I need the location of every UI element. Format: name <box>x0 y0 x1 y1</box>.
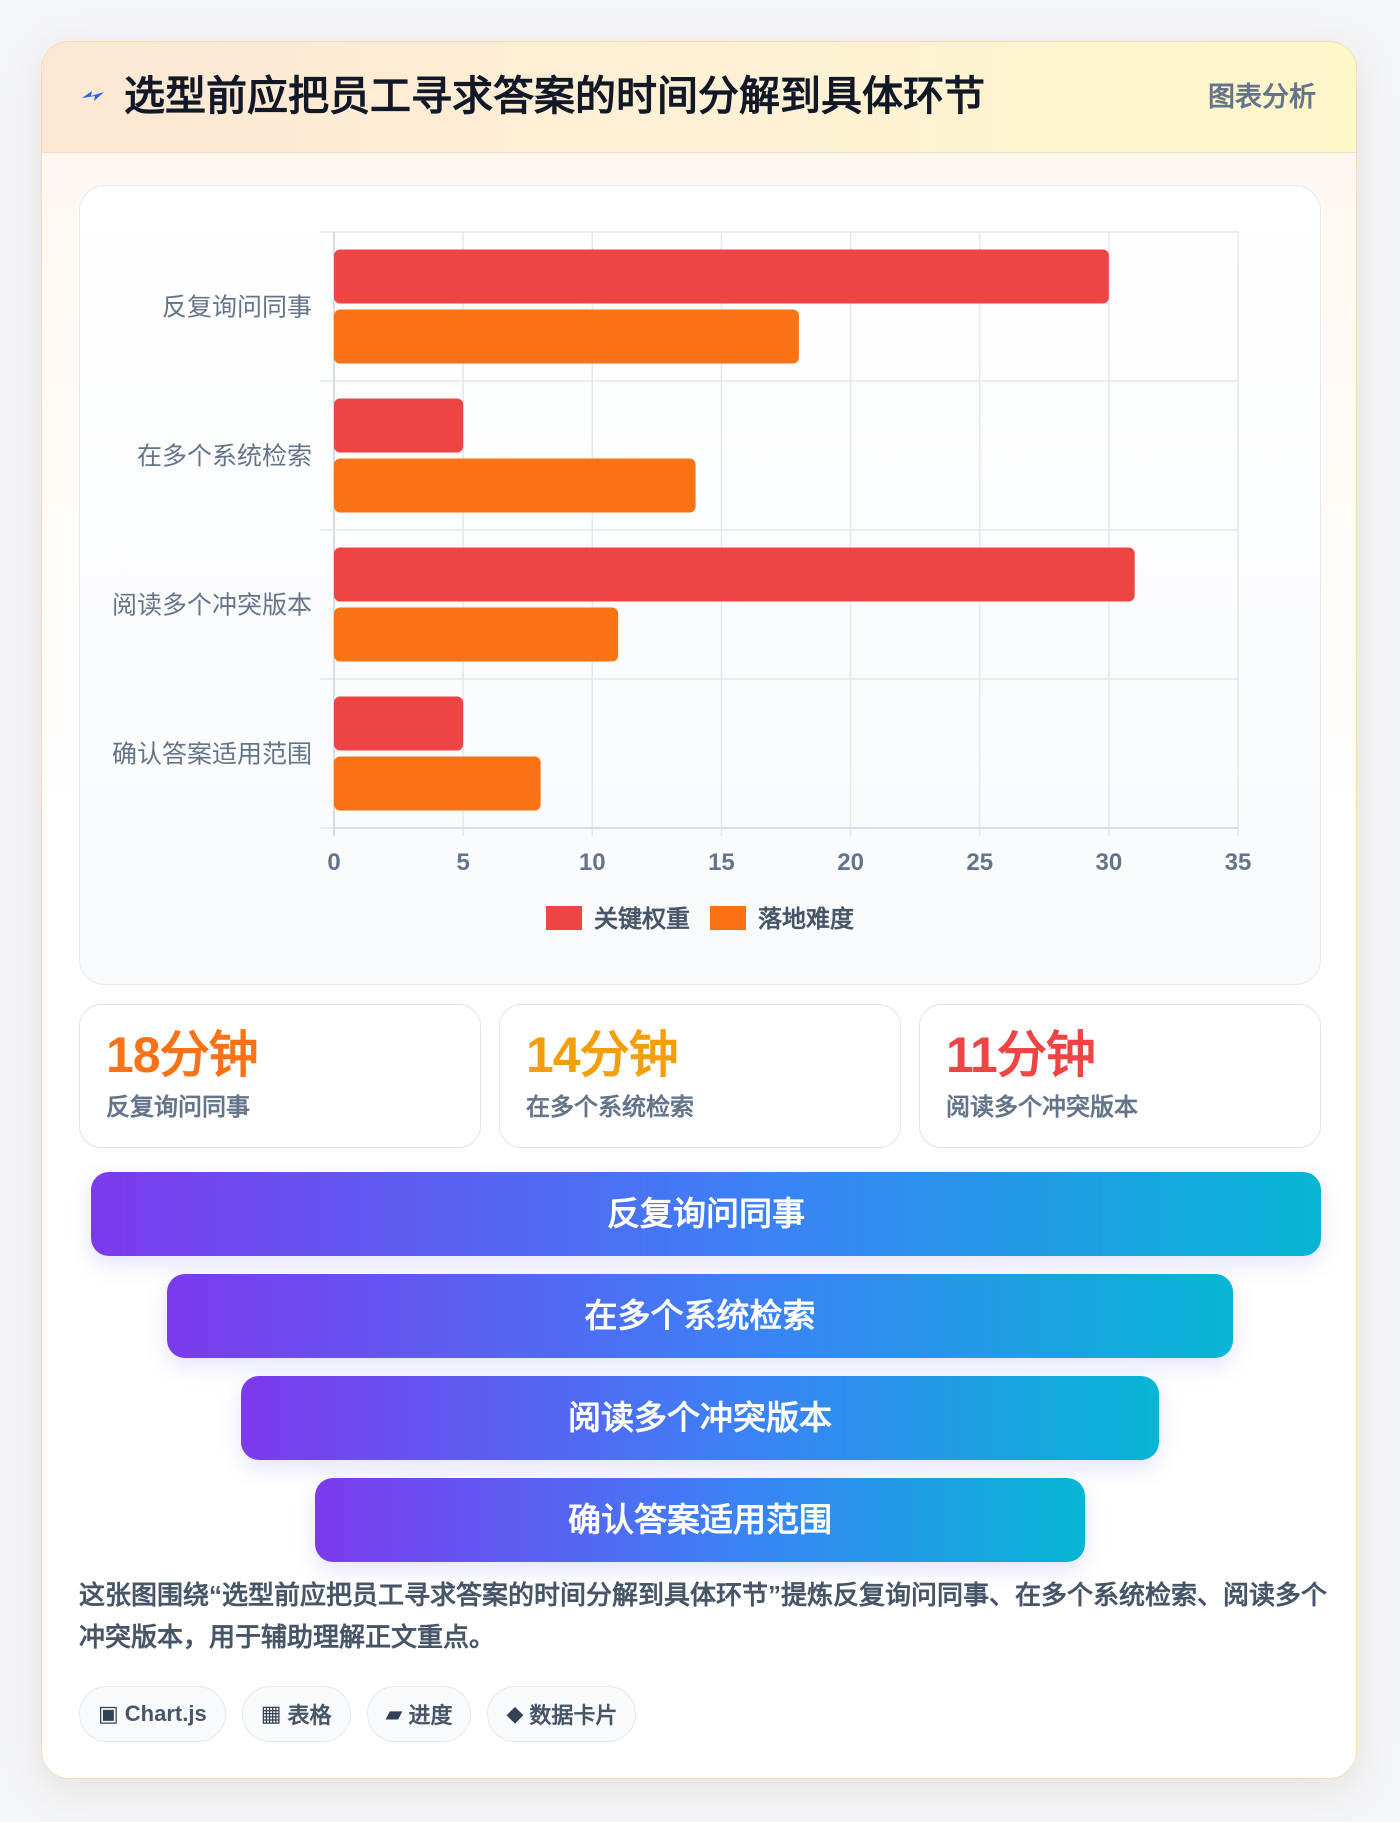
chart-description: 这张图围绕“选型前应把员工寻求答案的时间分解到具体环节”提炼反复询问同事、在多个… <box>79 1580 1328 1652</box>
diamond-icon: ◆ <box>506 1701 524 1726</box>
pill-table[interactable]: ▦ 表格 <box>241 1686 351 1742</box>
stat-label: 阅读多个冲突版本 <box>946 1094 1138 1121</box>
x-tick-label: 5 <box>456 849 469 876</box>
stat-label: 反复询问同事 <box>106 1094 250 1121</box>
chart-card: 选型前应把员工寻求答案的时间分解到具体环节 图表分析 反复询问同事 在多个系统检索… <box>41 41 1357 1779</box>
bar <box>334 398 464 453</box>
funnel-step-1: 反复询问同事 <box>91 1172 1321 1256</box>
pill-label: Chart.js <box>124 1701 207 1726</box>
bar <box>334 696 464 751</box>
pill-label: 表格 <box>287 1703 332 1728</box>
stat-value: 11分钟 <box>946 1027 1096 1083</box>
pill-label: 进度 <box>408 1703 453 1728</box>
category-label: 反复询问同事 <box>162 294 312 322</box>
funnel-step-3: 阅读多个冲突版本 <box>241 1376 1159 1460</box>
chart-panel: 反复询问同事在多个系统检索阅读多个冲突版本 确认答案适用范围 0 5 10 15 20 25 3… <box>79 185 1321 985</box>
bar <box>334 607 619 662</box>
lightning-bolt-icon <box>82 91 104 101</box>
bar <box>334 547 1135 602</box>
pill-data-card[interactable]: ◆ 数据卡片 <box>487 1686 637 1742</box>
stat-card-3: 11分钟 阅读多个冲突版本 <box>919 1004 1321 1148</box>
page-title: 选型前应把员工寻求答案的时间分解到具体环节 <box>124 73 985 119</box>
bar <box>334 309 799 364</box>
bar <box>334 249 1109 304</box>
chart-analysis-tag: 图表分析 <box>1208 82 1316 112</box>
pill-progress[interactable]: ▰ 进度 <box>366 1686 472 1742</box>
x-tick-label: 25 <box>966 849 993 876</box>
legend-swatch <box>546 906 582 930</box>
legend-label: 落地难度 <box>758 905 855 933</box>
category-label: 阅读多个冲突版本 <box>112 592 312 620</box>
card-header: 选型前应把员工寻求答案的时间分解到具体环节 图表分析 <box>42 42 1356 153</box>
x-tick-label: 20 <box>837 849 864 876</box>
x-tick-label: 15 <box>708 849 735 876</box>
bar <box>334 458 696 513</box>
x-tick-label: 0 <box>327 849 340 876</box>
funnel-step-2: 在多个系统检索 <box>167 1274 1233 1358</box>
category-label: 在多个系统检索 <box>137 443 312 471</box>
funnel-step-4: 确认答案适用范围 <box>315 1478 1085 1562</box>
legend-label: 关键权重 <box>594 905 690 933</box>
chart-square-icon: ▣ <box>98 1701 119 1726</box>
x-tick-label: 10 <box>579 849 606 876</box>
stat-label: 在多个系统检索 <box>526 1094 694 1121</box>
bar <box>334 756 541 811</box>
category-label: 确认答案适用范围 <box>112 741 312 769</box>
stat-value: 14分钟 <box>526 1027 679 1083</box>
table-grid-icon: ▦ <box>260 1701 282 1726</box>
legend-swatch <box>710 906 746 930</box>
tag-pills: ▣ Chart.js ▦ 表格 ▰ 进度 ◆ 数据卡片 <box>79 1686 637 1744</box>
pill-label: 数据卡片 <box>529 1703 618 1728</box>
stat-card-1: 18分钟 反复询问同事 <box>79 1004 481 1148</box>
progress-bar-icon: ▰ <box>385 1701 403 1726</box>
x-tick-label: 35 <box>1225 849 1252 876</box>
pill-chartjs[interactable]: ▣ Chart.js <box>79 1686 226 1742</box>
stat-card-2: 14分钟 在多个系统检索 <box>499 1004 901 1148</box>
stat-value: 18分钟 <box>106 1027 259 1083</box>
x-tick-label: 30 <box>1096 849 1123 876</box>
